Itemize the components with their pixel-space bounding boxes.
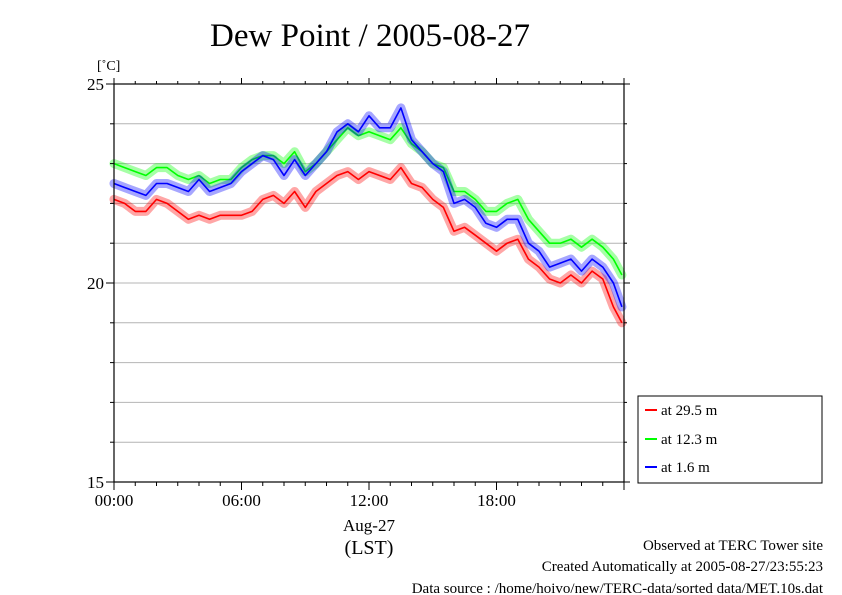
series-line-1 xyxy=(113,127,623,276)
series-line-2 xyxy=(113,107,623,308)
x-tick-label: 12:00 xyxy=(350,491,389,510)
legend-label-1-6m: at 1.6 m xyxy=(661,460,710,476)
y-axis-unit-label: [˚C] xyxy=(97,59,120,74)
series-line-0 xyxy=(113,166,623,324)
x-tick-label: 06:00 xyxy=(222,491,261,510)
chart-title: Dew Point / 2005-08-27 xyxy=(210,18,530,54)
legend-label-12-3m: at 12.3 m xyxy=(661,432,718,448)
footer-created-line: Created Automatically at 2005-08-27/23:5… xyxy=(542,559,823,575)
footer-site-line: Observed at TERC Tower site xyxy=(643,538,823,554)
x-axis: 00:00 06:00 12:00 18:00 xyxy=(95,78,625,510)
series-group xyxy=(109,103,627,328)
grid-lines xyxy=(114,123,624,443)
legend-label-29-5m: at 29.5 m xyxy=(661,403,718,419)
legend-box xyxy=(637,395,823,484)
x-axis-timezone-label: (LST) xyxy=(345,537,394,559)
x-tick-label: 18:00 xyxy=(477,491,516,510)
footer-source-line: Data source : /home/hoivo/new/TERC-data/… xyxy=(412,581,824,595)
y-tick-label: 15 xyxy=(87,473,104,492)
y-tick-label: 25 xyxy=(87,75,104,94)
series-band-1 xyxy=(109,123,627,280)
y-axis: 15 20 25 xyxy=(87,75,630,492)
y-tick-label: 20 xyxy=(87,274,104,293)
x-axis-date-label: Aug-27 xyxy=(343,516,395,535)
x-tick-label: 00:00 xyxy=(95,491,134,510)
legend: at 29.5 m at 12.3 m at 1.6 m xyxy=(637,395,823,484)
